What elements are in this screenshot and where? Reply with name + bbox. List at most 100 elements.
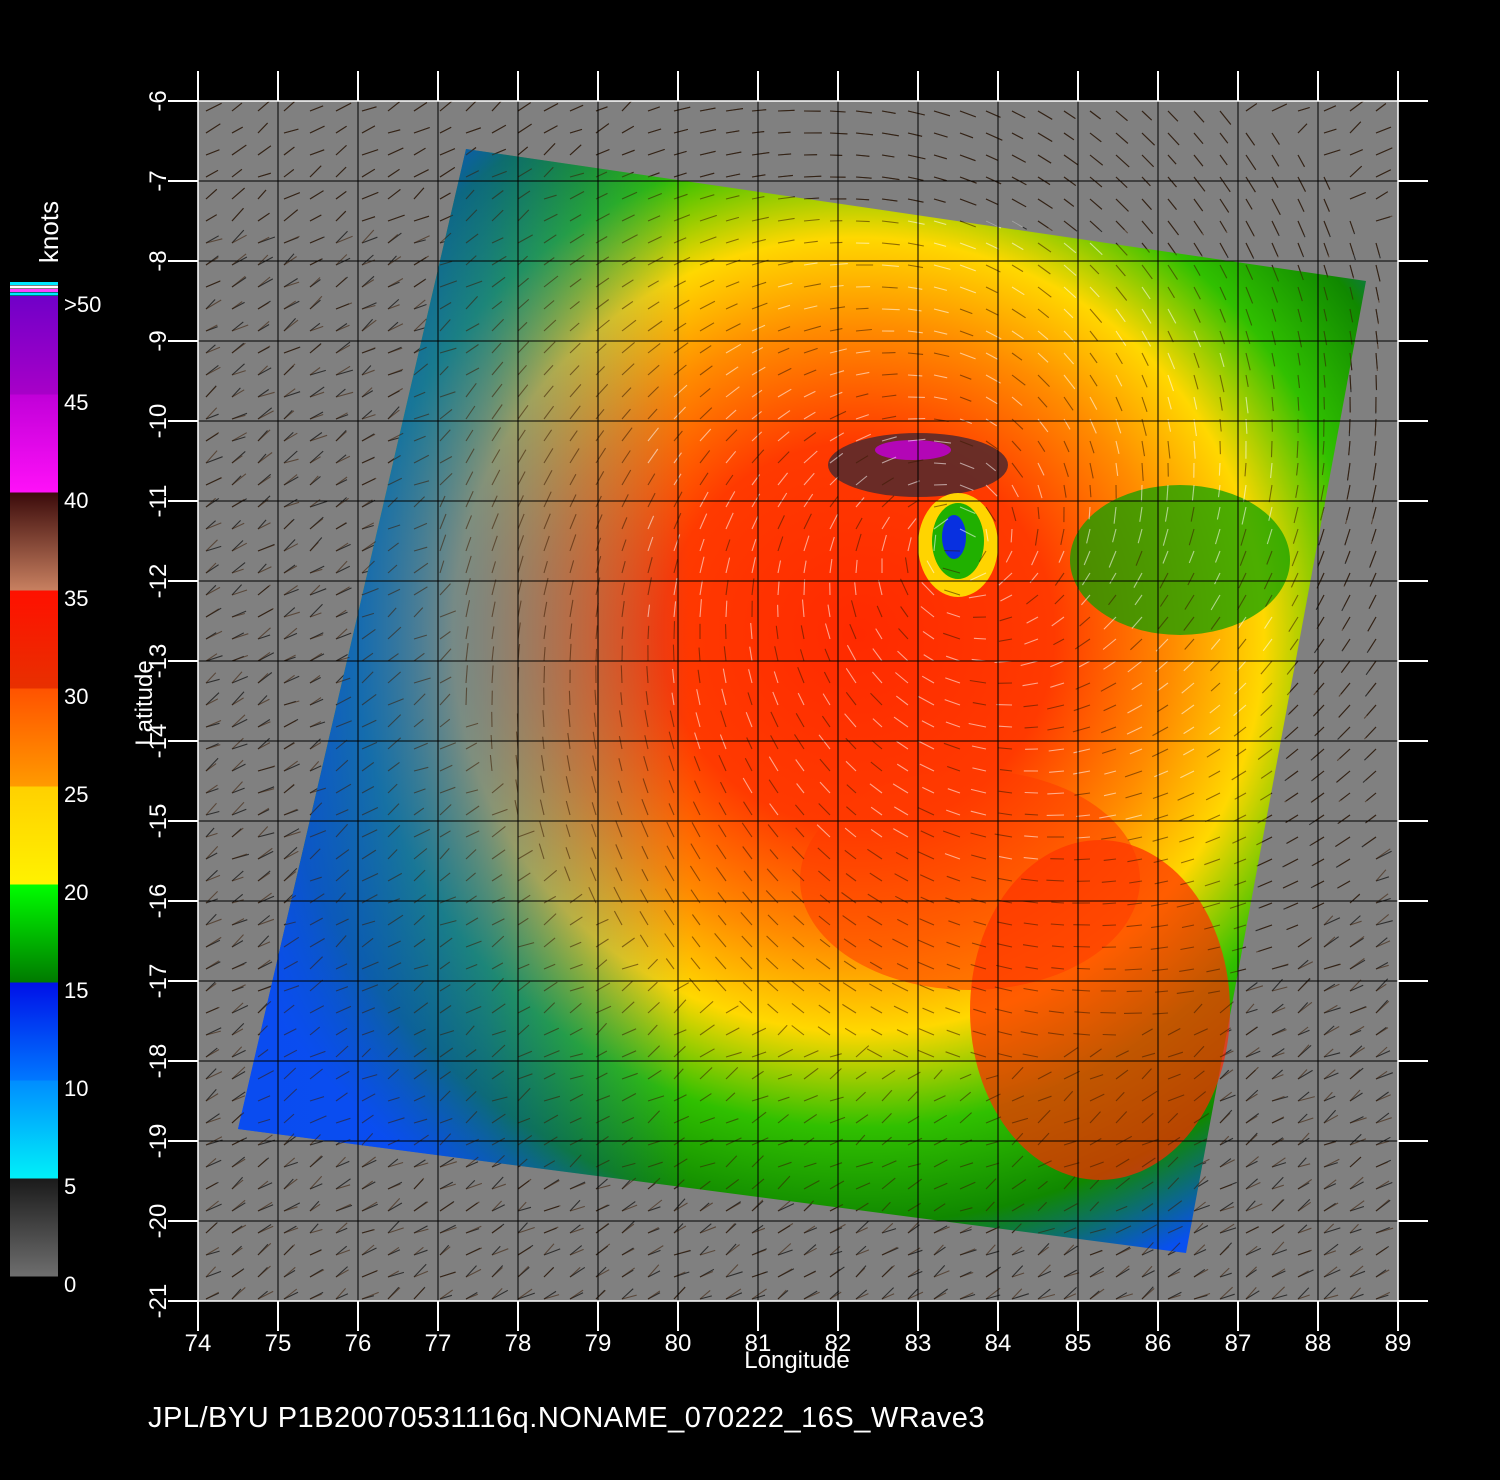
- wind-barb: [1141, 1028, 1153, 1036]
- wind-barb: [767, 824, 779, 838]
- wind-barb: [283, 760, 299, 772]
- wind-barb: [465, 1090, 477, 1102]
- wind-barb: [542, 736, 545, 750]
- wind-barb: [725, 1155, 738, 1168]
- wind-barb: [491, 977, 504, 992]
- wind-barb: [491, 101, 502, 112]
- wind-barb: [205, 299, 222, 310]
- wind-barb: [1037, 1288, 1051, 1300]
- wind-barb: [946, 875, 961, 882]
- wind-barb: [1206, 748, 1221, 758]
- wind-barb: [231, 229, 245, 244]
- wind-barb: [413, 1201, 429, 1212]
- wind-barb: [1193, 1003, 1203, 1014]
- wind-barb: [1177, 792, 1195, 801]
- wind-barb: [517, 277, 529, 288]
- wind-barb: [1375, 308, 1380, 325]
- wind-barb: [855, 393, 869, 398]
- wind-barb: [699, 300, 716, 310]
- wind-barb: [1234, 792, 1247, 800]
- wind-barb: [387, 1246, 400, 1256]
- wind-barb: [1089, 1228, 1106, 1234]
- wind-barb: [413, 652, 425, 662]
- wind-barb: [1037, 1095, 1052, 1102]
- wind-barb: [892, 783, 909, 794]
- wind-barb: [439, 804, 452, 816]
- wind-barb: [1271, 330, 1277, 346]
- wind-barb: [517, 449, 527, 464]
- wind-barb: [465, 147, 477, 156]
- wind-barb: [845, 737, 857, 750]
- wind-barb: [621, 517, 628, 530]
- wind-barb: [1011, 1246, 1023, 1256]
- wind-barb: [946, 941, 961, 948]
- wind-barb: [1167, 1242, 1181, 1256]
- wind-barb: [1115, 1050, 1129, 1058]
- wind-barb: [1349, 101, 1364, 112]
- wind-barb: [1245, 308, 1253, 326]
- wind-barb: [1297, 264, 1304, 281]
- wind-barb: [1063, 110, 1076, 120]
- wind-barb: [829, 1204, 844, 1212]
- wind-barb: [1166, 484, 1169, 502]
- wind-barb: [1089, 154, 1104, 166]
- wind-barb: [1219, 1050, 1234, 1058]
- wind-barb: [335, 476, 348, 486]
- wind-barb: [491, 1225, 503, 1234]
- wind-barb: [283, 543, 299, 552]
- wind-barb: [465, 429, 474, 442]
- wind-barb: [309, 475, 319, 486]
- wind-barb: [664, 865, 675, 882]
- wind-barb: [335, 388, 346, 398]
- wind-barb: [1073, 1033, 1091, 1036]
- wind-barb: [205, 1093, 219, 1102]
- wind-barb: [1037, 352, 1049, 363]
- wind-barb: [439, 1071, 451, 1080]
- wind-barb: [413, 435, 426, 442]
- wind-barb: [881, 220, 899, 224]
- wind-barb: [920, 830, 935, 838]
- wind-barb: [1089, 396, 1098, 410]
- wind-barb: [747, 692, 753, 706]
- wind-barb: [205, 960, 220, 970]
- wind-barb: [491, 124, 507, 134]
- wind-barb: [1219, 154, 1228, 166]
- wind-barb: [855, 455, 869, 464]
- wind-barb: [945, 1007, 961, 1014]
- wind-barb: [309, 612, 322, 618]
- wind-barb: [387, 1271, 405, 1278]
- wind-barb: [517, 1222, 528, 1234]
- wind-barb: [465, 296, 479, 310]
- wind-barb: [777, 153, 792, 156]
- wind-barb: [595, 471, 605, 486]
- wind-barb: [309, 391, 325, 398]
- wind-barb: [1375, 964, 1389, 970]
- wind-barb: [621, 234, 638, 244]
- wind-barb: [985, 1141, 999, 1146]
- wind-barb: [1154, 880, 1169, 885]
- wind-barb: [647, 1206, 661, 1212]
- wind-barb: [387, 607, 397, 618]
- wind-barb: [309, 432, 323, 442]
- wind-barb: [491, 1204, 505, 1212]
- wind-barb: [621, 125, 635, 134]
- wind-barb: [491, 561, 497, 574]
- wind-barb: [1131, 616, 1143, 629]
- wind-barb: [827, 604, 831, 618]
- wind-barb: [1115, 198, 1129, 212]
- wind-barb: [309, 325, 324, 332]
- wind-barb: [361, 920, 376, 926]
- wind-barb: [517, 384, 529, 398]
- wind-barb: [309, 742, 322, 750]
- wind-barb: [413, 187, 425, 200]
- wind-barb: [1237, 594, 1247, 611]
- wind-barb: [231, 759, 244, 772]
- wind-barb: [231, 321, 244, 332]
- wind-barb: [725, 151, 742, 156]
- wind-barb: [1271, 264, 1280, 282]
- wind-barb: [1245, 352, 1251, 371]
- wind-barb: [881, 436, 897, 442]
- wind-barb: [1256, 946, 1273, 953]
- wind-barb: [870, 1006, 883, 1014]
- wind-barb: [829, 263, 848, 266]
